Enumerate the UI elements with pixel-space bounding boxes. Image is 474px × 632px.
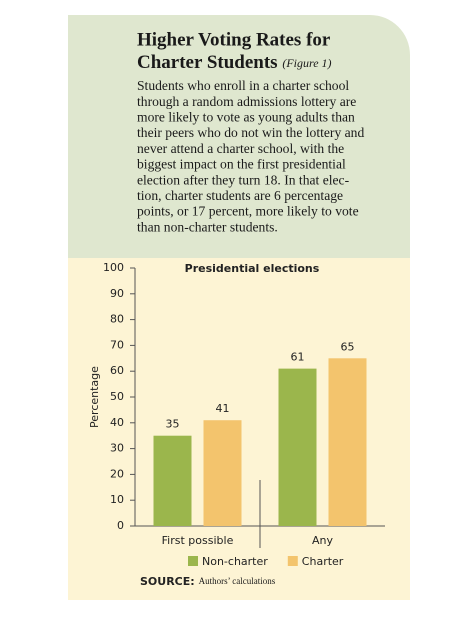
- source-label: SOURCE:: [140, 575, 195, 588]
- chart: Presidential elections Percentage 0 10 20 30 4…: [88, 261, 385, 588]
- body-line: never attend a charter school, with the: [137, 141, 344, 156]
- y-tick-label: 60: [110, 364, 124, 377]
- y-tick-label: 40: [110, 416, 124, 429]
- value-label: 41: [216, 402, 230, 415]
- body-line: Students who enroll in a charter school: [137, 78, 349, 93]
- y-tick-label: 70: [110, 338, 124, 351]
- value-label: 61: [291, 351, 305, 364]
- x-tick-label: Any: [312, 534, 333, 547]
- title: Charter Students: [137, 52, 278, 73]
- y-tick-label: 90: [110, 287, 124, 300]
- y-tick-label: 0: [117, 519, 124, 532]
- body-line: tion, charter students are 6 percentage: [137, 188, 343, 203]
- bar: [203, 420, 242, 526]
- bar: [153, 435, 192, 526]
- title: Charter Students (Figure 1): [137, 52, 332, 73]
- body-line: through a random admissions lottery are: [137, 94, 356, 109]
- body-line: their peers who do not win the lottery a…: [137, 125, 364, 140]
- chart-title: Presidential elections: [185, 262, 320, 275]
- y-tick-label: 50: [110, 390, 124, 403]
- body-line: election after they turn 18. In that ele…: [137, 172, 350, 187]
- value-label: 65: [341, 340, 355, 353]
- legend-label: Non-charter: [202, 555, 268, 568]
- body-line: points, or 17 percent, more likely to vo…: [137, 204, 359, 219]
- legend-swatch: [188, 556, 198, 566]
- x-tick-label: First possible: [162, 534, 234, 547]
- legend-label: Charter: [302, 555, 344, 568]
- y-tick-label: 80: [110, 313, 124, 326]
- title: Higher Voting Rates for: [137, 29, 331, 50]
- figure-label: (Figure 1): [282, 56, 331, 70]
- legend-swatch: [287, 556, 298, 566]
- value-label: 35: [166, 418, 180, 431]
- source-text: Authors’ calculations: [199, 576, 276, 586]
- bar: [278, 368, 317, 526]
- y-tick-label: 100: [103, 261, 124, 274]
- y-tick-label: 20: [110, 467, 124, 480]
- y-tick-label: 30: [110, 442, 124, 455]
- body-line: than non-charter students.: [137, 219, 278, 234]
- y-axis-label: Percentage: [88, 366, 101, 428]
- body-line: more likely to vote as young adults than: [137, 110, 355, 125]
- body-text: Students who enroll in a charter schoolt…: [137, 78, 364, 234]
- bar: [328, 358, 367, 526]
- header-panel: [68, 15, 410, 258]
- body-line: biggest impact on the first presidential: [137, 157, 346, 172]
- y-tick-label: 10: [110, 493, 124, 506]
